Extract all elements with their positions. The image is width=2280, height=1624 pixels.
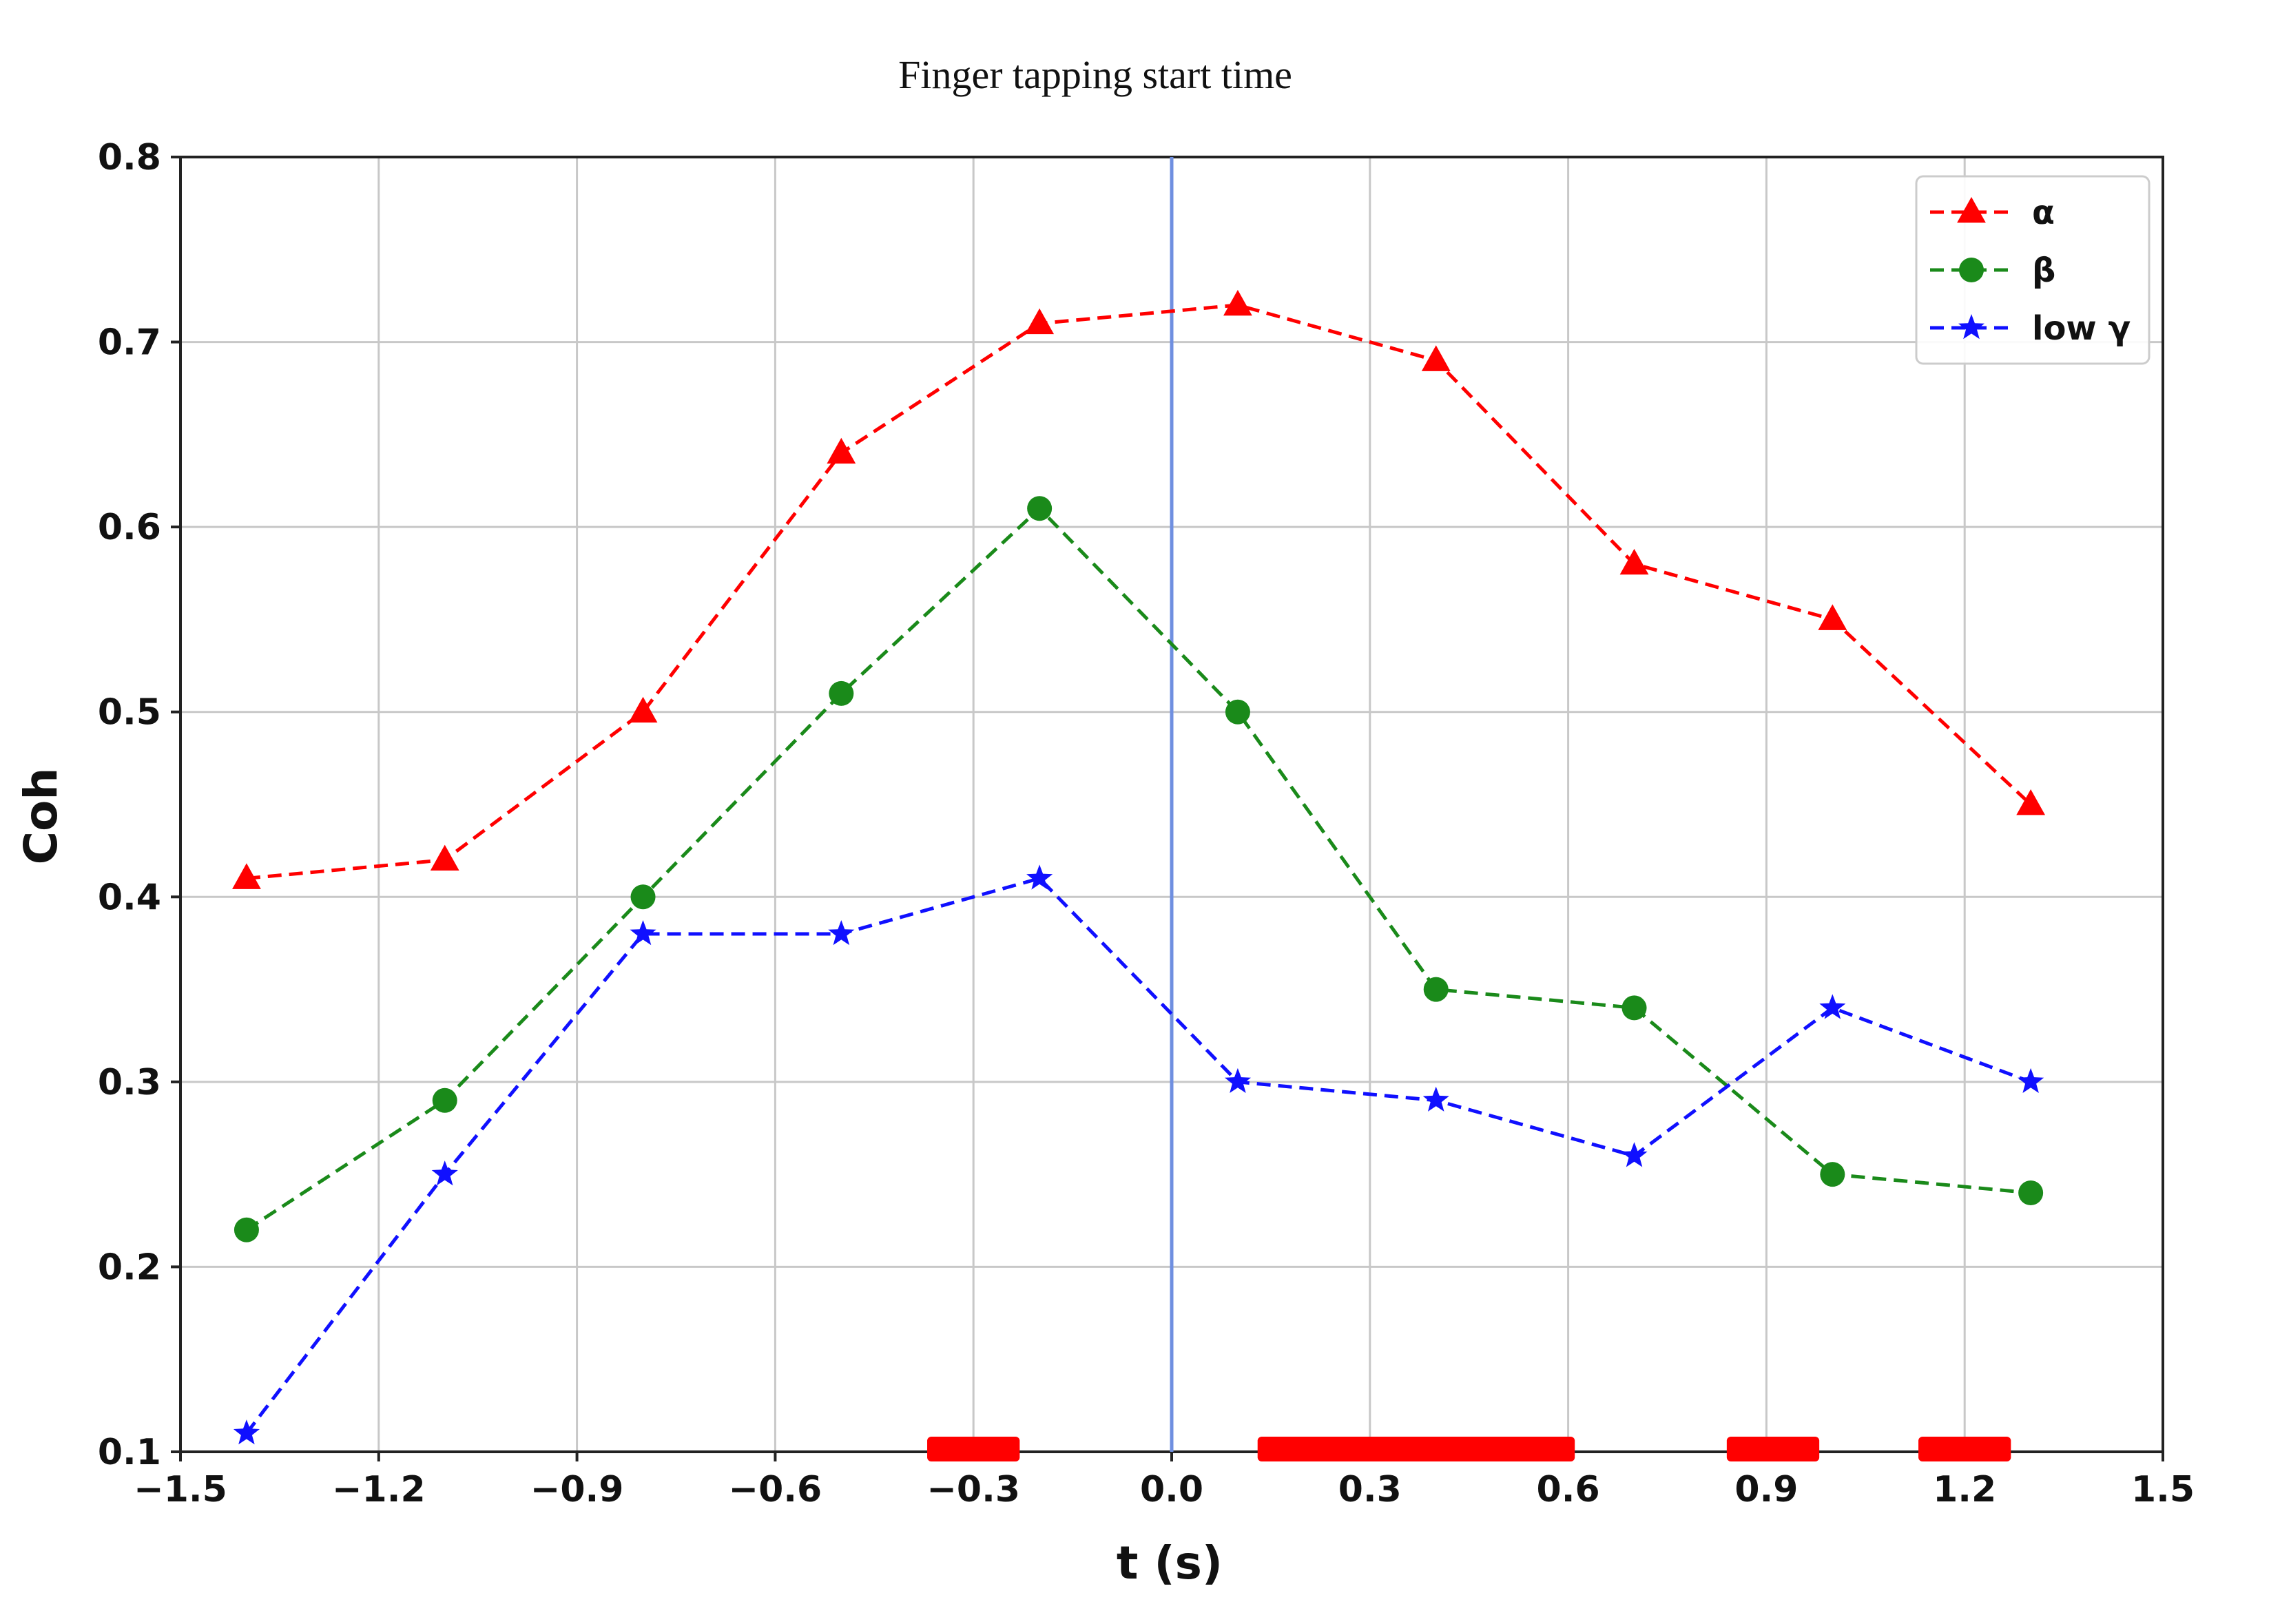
data-point bbox=[1224, 1068, 1251, 1093]
data-point bbox=[1621, 1142, 1648, 1167]
data-point bbox=[1423, 977, 1449, 1002]
data-point bbox=[1422, 1086, 1449, 1112]
x-axis-label: t (s) bbox=[1117, 1537, 1223, 1590]
x-tick-label: −0.9 bbox=[530, 1469, 624, 1510]
data-point bbox=[234, 1217, 259, 1242]
x-tick-label: 0.3 bbox=[1338, 1469, 1402, 1510]
data-point bbox=[1619, 548, 1649, 575]
significance-bar bbox=[927, 1437, 1020, 1461]
legend: αβ low γ bbox=[1915, 175, 2151, 365]
series-line bbox=[245, 876, 2031, 1435]
tick-labels: −1.5 −1.2 −0.9 −0.6 −0.3 0.0 0.3 0.6 0.9 1.2 1.5 0.… bbox=[98, 137, 2195, 1510]
data-point bbox=[1957, 197, 1986, 223]
data-point bbox=[630, 920, 656, 946]
data-point bbox=[432, 1087, 457, 1113]
data-point bbox=[829, 680, 854, 706]
y-tick-label: 0.3 bbox=[98, 1062, 161, 1103]
y-tick-label: 0.5 bbox=[98, 692, 161, 733]
legend-entry: β bbox=[1930, 251, 2055, 290]
data-point bbox=[233, 1419, 260, 1445]
chart-title: Finger tapping start time bbox=[898, 52, 1292, 97]
series-group bbox=[232, 289, 2046, 889]
data-point bbox=[828, 920, 855, 946]
y-tick-label: 0.1 bbox=[98, 1432, 161, 1473]
x-tick-label: −0.6 bbox=[729, 1469, 822, 1510]
data-point bbox=[1027, 496, 1053, 521]
legend-label: low γ bbox=[2032, 309, 2131, 348]
data-point bbox=[1621, 995, 1647, 1021]
data-point bbox=[1225, 699, 1250, 725]
y-tick-label: 0.2 bbox=[98, 1247, 161, 1288]
y-tick-label: 0.4 bbox=[98, 877, 161, 918]
legend-entry: low γ bbox=[1930, 309, 2131, 348]
data-point bbox=[232, 863, 261, 889]
series-line bbox=[245, 506, 2031, 1231]
significance-bar bbox=[1257, 1437, 1575, 1461]
data-point bbox=[431, 1160, 458, 1186]
data-point bbox=[1421, 345, 1451, 371]
data-point bbox=[628, 696, 658, 723]
legend-label: β bbox=[2032, 251, 2055, 290]
data-point bbox=[1818, 604, 1847, 630]
x-tick-label: 0.0 bbox=[1140, 1469, 1203, 1510]
data-point bbox=[1026, 864, 1053, 890]
data-point bbox=[2018, 1068, 2044, 1093]
x-tick-label: 0.6 bbox=[1537, 1469, 1600, 1510]
x-tick-label: 1.5 bbox=[2131, 1469, 2195, 1510]
data-point bbox=[1820, 1162, 1845, 1187]
legend-box bbox=[1915, 175, 2151, 365]
data-point bbox=[2016, 789, 2046, 815]
data-point bbox=[430, 844, 459, 871]
significance-bar bbox=[1726, 1437, 1820, 1461]
data-point bbox=[1959, 258, 1984, 282]
legend-label: α bbox=[2032, 194, 2055, 232]
y-tick-label: 0.6 bbox=[98, 507, 161, 548]
data-point bbox=[1223, 289, 1252, 316]
series-group bbox=[234, 496, 2044, 1242]
x-tick-label: −0.3 bbox=[926, 1469, 1020, 1510]
x-tick-label: −1.2 bbox=[332, 1469, 426, 1510]
data-series bbox=[232, 289, 2046, 1445]
series-line bbox=[246, 303, 2032, 880]
data-point bbox=[2018, 1180, 2044, 1205]
x-tick-label: 1.2 bbox=[1933, 1469, 1996, 1510]
data-point bbox=[827, 437, 856, 464]
series-group bbox=[233, 864, 2044, 1445]
data-point bbox=[1819, 994, 1846, 1019]
y-axis-label: Coh bbox=[14, 768, 68, 865]
legend-entry: α bbox=[1930, 194, 2055, 232]
significance-bar bbox=[1918, 1437, 2011, 1461]
data-point bbox=[630, 884, 656, 910]
significance-bars bbox=[927, 1437, 2011, 1461]
data-point bbox=[1025, 308, 1055, 335]
x-tick-label: −1.5 bbox=[134, 1469, 227, 1510]
data-point bbox=[1958, 314, 1984, 340]
y-tick-label: 0.8 bbox=[98, 137, 161, 178]
y-tick-label: 0.7 bbox=[98, 322, 161, 364]
x-tick-label: 0.9 bbox=[1734, 1469, 1798, 1510]
